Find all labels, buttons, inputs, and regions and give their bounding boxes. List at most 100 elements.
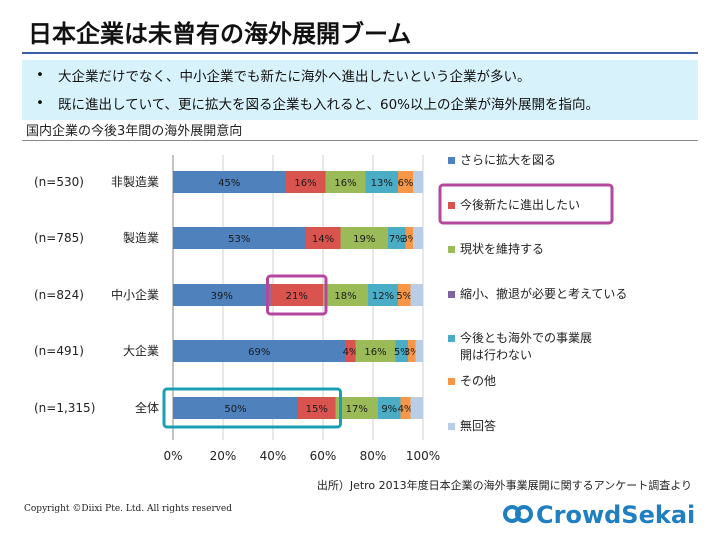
highlight-box-total (162, 387, 342, 429)
legend-label: 現状を維持する (460, 241, 544, 256)
bar-segment (345, 340, 356, 362)
sample-size-label: (n=491) (34, 344, 84, 358)
x-tick-label: 20% (210, 449, 237, 463)
data-label: 16% (334, 178, 356, 189)
bullet-dot: • (36, 67, 44, 83)
data-label: 53% (228, 234, 250, 245)
data-label: 3% (404, 347, 420, 358)
bar-segment (298, 397, 336, 419)
chart-title-divider (22, 140, 698, 141)
bar-segment (340, 227, 388, 249)
bar-segment (400, 397, 411, 419)
bullet-item: • 既に進出していて、更に拡大を図る企業も入れると、60%以上の企業が海外展開を… (22, 91, 599, 115)
bar-segment (413, 227, 423, 249)
x-tick-label: 40% (260, 449, 287, 463)
bar-segment (173, 284, 271, 306)
bar-segment (173, 397, 298, 419)
bullet-text: 既に進出していて、更に拡大を図る企業も入れると、60%以上の企業が海外展開を指向… (58, 97, 599, 113)
sample-size-label: (n=824) (34, 288, 84, 302)
data-label: 14% (312, 234, 334, 245)
highlight-box-sme (266, 274, 328, 316)
bar-segment (388, 227, 406, 249)
bullet-box: • 大企業だけでなく、中小企業でも新たに海外へ進出したいという企業が多い。 • … (22, 60, 698, 120)
bar-segment (398, 284, 411, 306)
data-label: 50% (224, 404, 246, 415)
data-label: 4% (398, 404, 414, 415)
bar-segment (415, 340, 423, 362)
legend-label: 縮小、撤退が必要と考えている (460, 286, 627, 301)
x-tick-label: 80% (360, 449, 387, 463)
bullet-dot: • (36, 95, 44, 111)
data-label: 15% (306, 404, 328, 415)
legend-swatch (448, 335, 455, 342)
highlight-box-legend (438, 183, 614, 225)
bar-segment (173, 340, 346, 362)
category-label: 製造業 (123, 231, 159, 245)
legend-label: さらに拡大を図る (460, 153, 556, 167)
bar-segment (323, 284, 368, 306)
legend-label: 今後とも海外での事業展開は行わない (460, 330, 592, 362)
data-label: 13% (371, 178, 393, 189)
chart-title: 国内企業の今後3年間の海外展開意向 (26, 124, 243, 139)
bar-segment (325, 171, 366, 193)
bar-segment (378, 397, 401, 419)
data-label: 17% (346, 404, 368, 415)
data-label: 5% (394, 347, 410, 358)
category-label: 大企業 (123, 343, 159, 358)
legend-swatch (448, 157, 455, 164)
bar-segment (270, 284, 323, 306)
bar-segment (410, 284, 423, 306)
bar-segment (285, 171, 326, 193)
legend-swatch (448, 378, 455, 385)
category-label: 中小企業 (111, 287, 159, 302)
bar-segment (365, 171, 398, 193)
category-label: 全体 (135, 400, 159, 415)
bar-segment (398, 171, 413, 193)
bar-segment (410, 397, 423, 419)
data-label: 16% (364, 347, 386, 358)
data-label: 7% (389, 234, 405, 245)
bar-segment (395, 340, 408, 362)
data-label: 39% (211, 291, 233, 302)
legend-swatch (448, 246, 455, 253)
logo-text: CrowdSekai (536, 501, 695, 529)
sample-size-label: (n=530) (34, 175, 84, 189)
data-label: 16% (294, 178, 316, 189)
legend-swatch (448, 202, 455, 209)
data-label: 3% (401, 234, 417, 245)
data-label: 21% (286, 291, 308, 302)
data-label: 19% (353, 234, 375, 245)
legend-swatch (448, 423, 455, 430)
bar-segment (368, 284, 398, 306)
bar-segment (173, 227, 306, 249)
sample-size-label: (n=1,315) (34, 401, 95, 415)
bullet-item: • 大企業だけでなく、中小企業でも新たに海外へ進出したいという企業が多い。 (22, 63, 531, 87)
bar-segment (305, 227, 341, 249)
crowdsekai-logo: CrowdSekai (503, 501, 695, 529)
data-label: 6% (398, 178, 414, 189)
legend-label: その他 (460, 374, 496, 388)
legend-label: 今後新たに進出したい (460, 197, 580, 212)
data-label: 5% (396, 291, 412, 302)
data-label: 12% (372, 291, 394, 302)
data-label: 45% (218, 178, 240, 189)
source-note: 出所）Jetro 2013年度日本企業の海外事業展開に関するアンケート調査より (316, 479, 692, 492)
bar-segment (173, 171, 286, 193)
data-label: 18% (334, 291, 356, 302)
data-label: 69% (248, 347, 270, 358)
slide-title: 日本企業は未曾有の海外展開ブーム (28, 20, 412, 48)
x-tick-label: 0% (163, 449, 182, 463)
data-label: 9% (381, 404, 397, 415)
bar-segment (335, 397, 378, 419)
category-label: 非製造業 (111, 175, 159, 189)
bar-segment (408, 340, 416, 362)
title-divider (22, 52, 698, 54)
bar-segment (405, 227, 413, 249)
bullet-text: 大企業だけでなく、中小企業でも新たに海外へ進出したいという企業が多い。 (58, 69, 531, 85)
sample-size-label: (n=785) (34, 231, 84, 245)
legend-label: 無回答 (460, 418, 496, 433)
copyright-text: Copyright ©Diixi Pte. Ltd. All rights re… (24, 504, 232, 514)
legend-swatch (448, 291, 455, 298)
bar-segment (355, 340, 396, 362)
